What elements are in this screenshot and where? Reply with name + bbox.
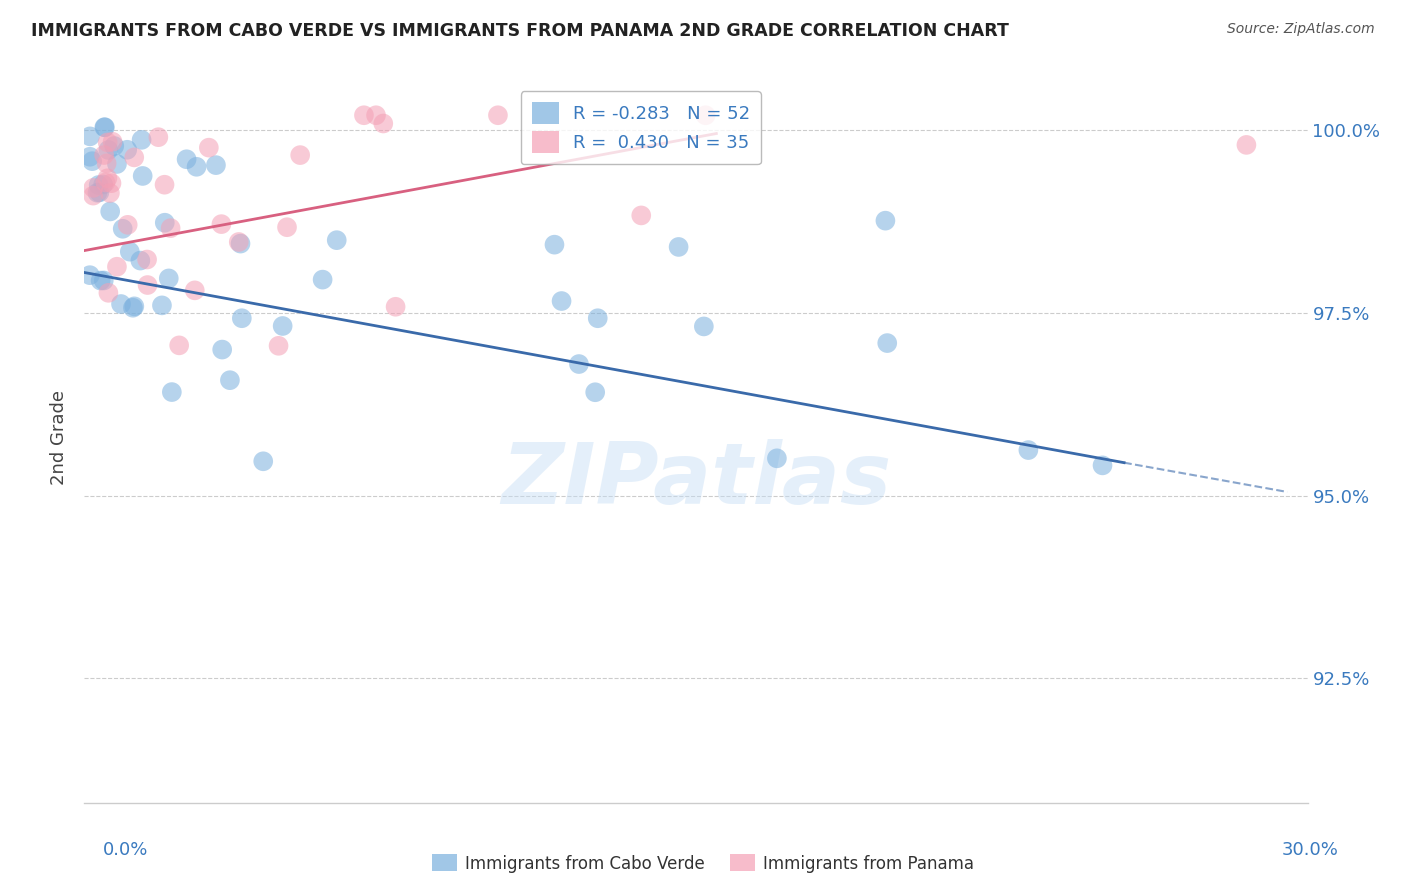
Point bbox=[184, 284, 207, 298]
Point bbox=[311, 272, 333, 286]
Point bbox=[131, 133, 153, 147]
Point bbox=[231, 311, 253, 326]
Point bbox=[82, 188, 104, 202]
Point bbox=[205, 158, 228, 172]
Point bbox=[105, 260, 128, 274]
Point bbox=[93, 273, 115, 287]
Point bbox=[353, 108, 375, 122]
Point bbox=[288, 148, 311, 162]
Point bbox=[89, 186, 111, 200]
Legend: R = -0.283   N = 52, R =  0.430   N = 35: R = -0.283 N = 52, R = 0.430 N = 35 bbox=[520, 91, 761, 164]
Text: IMMIGRANTS FROM CABO VERDE VS IMMIGRANTS FROM PANAMA 2ND GRADE CORRELATION CHART: IMMIGRANTS FROM CABO VERDE VS IMMIGRANTS… bbox=[31, 22, 1010, 40]
Point bbox=[111, 221, 134, 235]
Point bbox=[186, 160, 208, 174]
Point bbox=[122, 150, 145, 164]
Point bbox=[176, 153, 198, 167]
Point bbox=[124, 299, 146, 313]
Point bbox=[229, 236, 252, 251]
Point bbox=[117, 218, 139, 232]
Point bbox=[82, 181, 104, 195]
Point bbox=[160, 385, 183, 400]
Point bbox=[276, 220, 298, 235]
Point bbox=[79, 129, 101, 144]
Point bbox=[586, 311, 609, 326]
Point bbox=[153, 216, 176, 230]
Point bbox=[86, 186, 108, 200]
Point bbox=[100, 176, 122, 190]
Point bbox=[228, 235, 250, 249]
Text: ZIPatlas: ZIPatlas bbox=[501, 440, 891, 523]
Text: 0.0%: 0.0% bbox=[103, 841, 148, 859]
Point bbox=[97, 285, 120, 300]
Point bbox=[110, 297, 132, 311]
Point bbox=[583, 385, 606, 400]
Point bbox=[630, 208, 652, 222]
Point bbox=[96, 156, 118, 170]
Point bbox=[1017, 443, 1039, 458]
Point bbox=[325, 233, 347, 247]
Point bbox=[94, 176, 117, 190]
Point bbox=[79, 150, 101, 164]
Point bbox=[93, 120, 115, 135]
Point bbox=[87, 178, 110, 192]
Point bbox=[122, 301, 145, 315]
Point bbox=[384, 300, 406, 314]
Point bbox=[79, 268, 101, 282]
Point bbox=[118, 244, 141, 259]
Point bbox=[136, 252, 159, 267]
Point bbox=[211, 343, 233, 357]
Point bbox=[271, 318, 294, 333]
Point bbox=[150, 298, 173, 312]
Point bbox=[98, 204, 121, 219]
Text: 30.0%: 30.0% bbox=[1282, 841, 1339, 859]
Point bbox=[131, 169, 153, 183]
Point bbox=[875, 213, 897, 227]
Point bbox=[543, 237, 565, 252]
Y-axis label: 2nd Grade: 2nd Grade bbox=[51, 390, 69, 484]
Text: Source: ZipAtlas.com: Source: ZipAtlas.com bbox=[1227, 22, 1375, 37]
Point bbox=[364, 108, 387, 122]
Point bbox=[693, 319, 716, 334]
Point bbox=[97, 143, 120, 157]
Point bbox=[82, 154, 104, 169]
Point bbox=[94, 120, 117, 135]
Point bbox=[157, 271, 180, 285]
Point bbox=[1091, 458, 1114, 473]
Point bbox=[167, 338, 190, 352]
Point bbox=[373, 116, 395, 130]
Point bbox=[766, 451, 789, 466]
Point bbox=[876, 336, 898, 351]
Point bbox=[568, 357, 591, 371]
Point bbox=[668, 240, 690, 254]
Point bbox=[90, 274, 112, 288]
Point bbox=[486, 108, 509, 122]
Point bbox=[115, 143, 138, 157]
Point bbox=[96, 171, 118, 186]
Point bbox=[695, 108, 717, 122]
Point bbox=[91, 178, 114, 192]
Point bbox=[209, 217, 232, 231]
Point bbox=[97, 136, 120, 150]
Legend: Immigrants from Cabo Verde, Immigrants from Panama: Immigrants from Cabo Verde, Immigrants f… bbox=[425, 847, 981, 880]
Point bbox=[103, 139, 125, 153]
Point bbox=[148, 130, 170, 145]
Point bbox=[129, 253, 152, 268]
Point bbox=[93, 148, 115, 162]
Point bbox=[136, 278, 159, 293]
Point bbox=[1236, 137, 1258, 152]
Point bbox=[159, 221, 181, 235]
Point bbox=[267, 339, 290, 353]
Point bbox=[198, 141, 221, 155]
Point bbox=[153, 178, 176, 192]
Point bbox=[101, 135, 124, 149]
Point bbox=[252, 454, 274, 468]
Point bbox=[550, 293, 572, 308]
Point bbox=[98, 186, 121, 200]
Point bbox=[105, 157, 128, 171]
Point bbox=[219, 373, 242, 387]
